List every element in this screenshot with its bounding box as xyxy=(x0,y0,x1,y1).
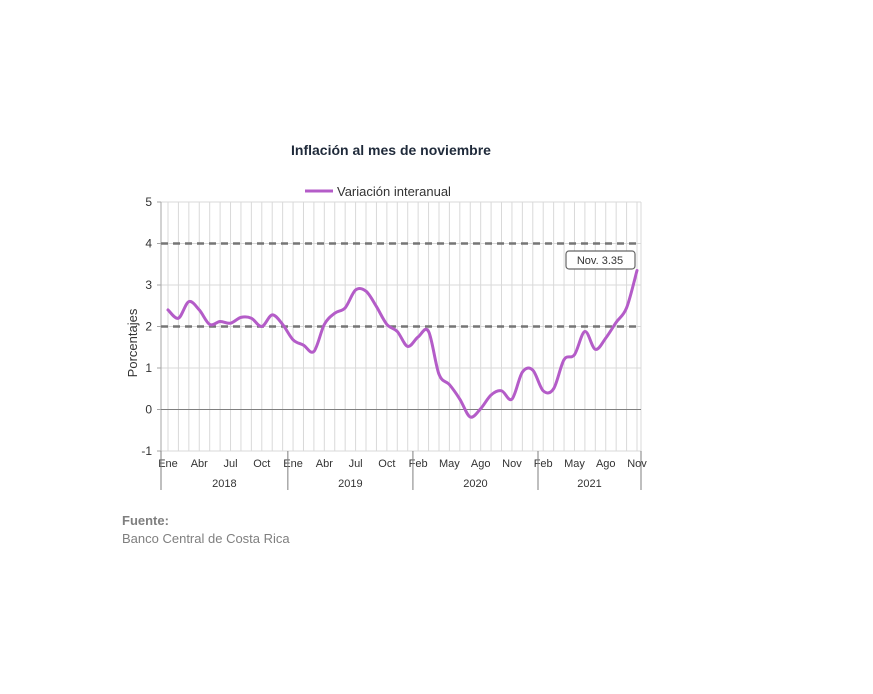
x-tick-label: Abr xyxy=(191,458,208,470)
y-axis-ticks: 5 4 3 2 1 0 -1 xyxy=(141,195,161,458)
year-label: 2020 xyxy=(463,478,487,490)
y-tick-label: 1 xyxy=(145,361,152,375)
x-tick-label: Oct xyxy=(253,458,270,470)
x-tick-label: Jul xyxy=(349,458,363,470)
x-tick-label: Nov xyxy=(627,458,647,470)
x-tick-label: Ago xyxy=(596,458,616,470)
source-text: Banco Central de Costa Rica xyxy=(122,531,290,546)
x-tick-label: Ene xyxy=(283,458,303,470)
x-axis: Ene Abr Jul Oct Ene Abr Jul Oct Feb May Ago Nov Feb M… xyxy=(158,451,647,490)
x-tick-label: Feb xyxy=(534,458,553,470)
legend-label: Variación interanual xyxy=(337,184,451,199)
annotation-box xyxy=(565,250,636,270)
x-tick-label: Ene xyxy=(158,458,178,470)
x-tick-label: Feb xyxy=(409,458,428,470)
annotation-callout: Nov. 3.35 xyxy=(565,250,636,270)
y-tick-label: 5 xyxy=(145,195,152,209)
chart-title: Inflación al mes de noviembre xyxy=(291,142,491,158)
x-tick-label: Oct xyxy=(378,458,395,470)
y-tick-label: 4 xyxy=(145,237,152,251)
x-tick-label: May xyxy=(439,458,460,470)
y-tick-label: 2 xyxy=(145,320,152,334)
y-tick-label: -1 xyxy=(141,444,152,458)
x-tick-label: Abr xyxy=(316,458,333,470)
y-tick-label: 3 xyxy=(145,278,152,292)
series-layer xyxy=(166,268,639,419)
year-label: 2021 xyxy=(577,478,601,490)
x-tick-label: Jul xyxy=(224,458,238,470)
year-label: 2019 xyxy=(338,478,362,490)
chart-legend: Variación interanual xyxy=(305,184,451,199)
y-axis-label: Porcentajes xyxy=(125,308,140,377)
x-tick-label: Ago xyxy=(471,458,491,470)
annotation-text: Nov. 3.35 xyxy=(577,255,623,267)
x-tick-label: May xyxy=(564,458,585,470)
x-tick-label: Nov xyxy=(502,458,522,470)
series-line-variacion-interanual xyxy=(166,268,639,419)
source-label: Fuente: xyxy=(122,513,169,528)
reference-lines xyxy=(161,242,641,328)
year-label: 2018 xyxy=(212,478,236,490)
y-tick-label: 0 xyxy=(145,403,152,417)
